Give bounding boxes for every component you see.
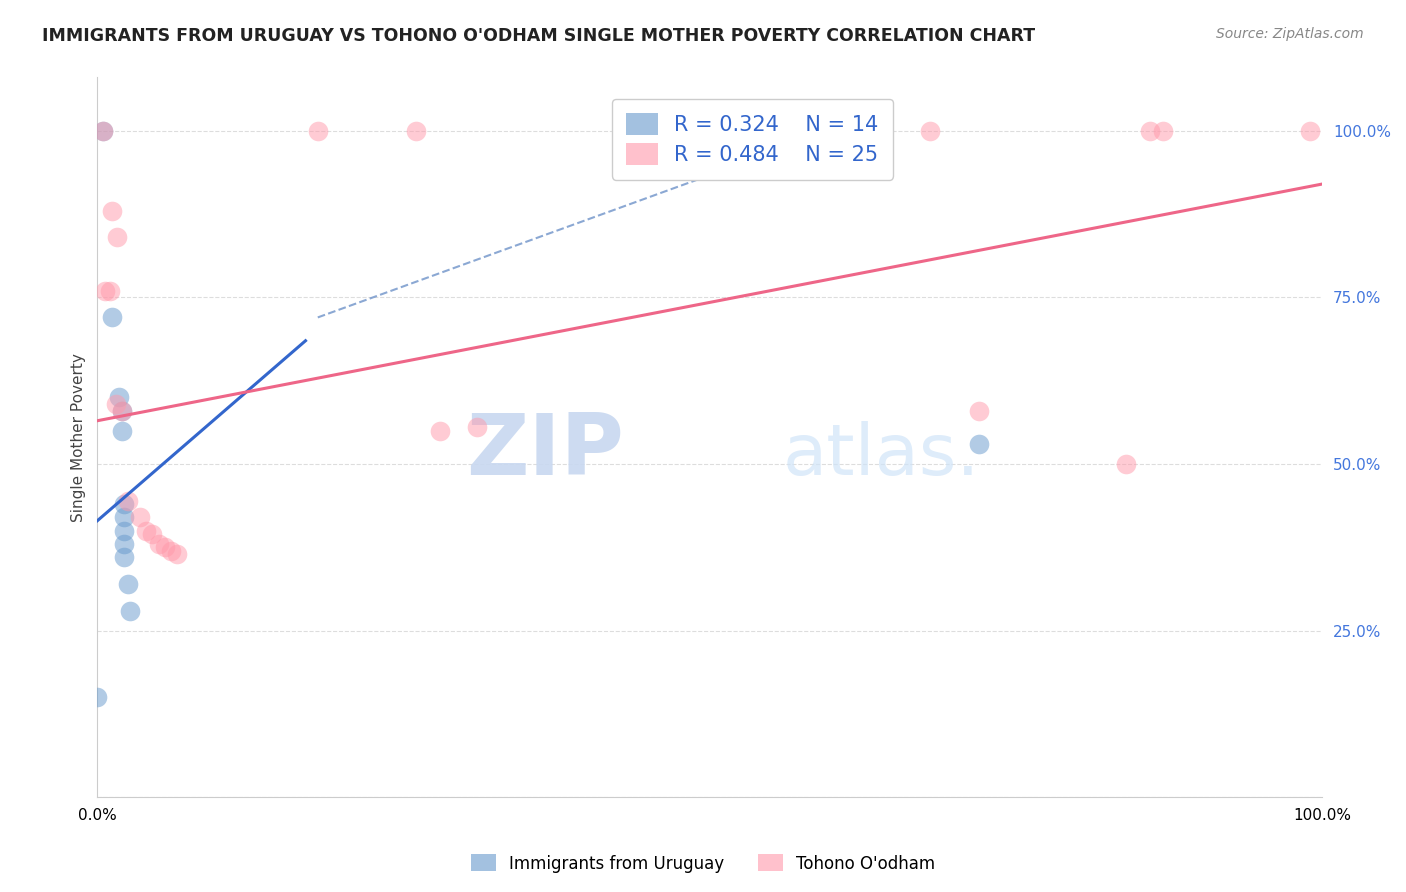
Point: [111, 403, 134, 417]
Point: [405, 124, 427, 138]
Point: [93, 124, 115, 138]
Text: IMMIGRANTS FROM URUGUAY VS TOHONO O'ODHAM SINGLE MOTHER POVERTY CORRELATION CHAR: IMMIGRANTS FROM URUGUAY VS TOHONO O'ODHA…: [42, 27, 1035, 45]
Point: [111, 424, 134, 438]
Y-axis label: Single Mother Poverty: Single Mother Poverty: [72, 353, 86, 522]
Point: [918, 124, 941, 138]
Point: [117, 493, 139, 508]
Point: [120, 604, 142, 618]
Text: ZIP: ZIP: [467, 410, 624, 493]
Point: [967, 437, 990, 451]
Point: [429, 424, 451, 438]
Point: [101, 203, 124, 218]
Point: [104, 397, 127, 411]
Point: [307, 124, 329, 138]
Point: [129, 510, 152, 524]
Point: [112, 510, 135, 524]
Point: [967, 403, 990, 417]
Point: [148, 537, 170, 551]
Point: [153, 541, 176, 555]
Point: [93, 124, 115, 138]
Point: [141, 527, 163, 541]
Point: [108, 391, 131, 405]
Point: [112, 524, 135, 538]
Point: [111, 403, 134, 417]
Point: [112, 537, 135, 551]
Point: [105, 230, 128, 244]
Point: [166, 547, 188, 561]
Point: [1139, 124, 1161, 138]
Point: [98, 284, 121, 298]
Text: atlas.: atlas.: [783, 421, 980, 490]
Text: Source: ZipAtlas.com: Source: ZipAtlas.com: [1216, 27, 1364, 41]
Point: [86, 690, 108, 705]
Point: [112, 497, 135, 511]
Point: [1152, 124, 1174, 138]
Point: [159, 543, 181, 558]
Point: [117, 577, 139, 591]
Point: [101, 310, 124, 325]
Point: [135, 524, 157, 538]
Point: [1298, 124, 1320, 138]
Point: [1115, 457, 1137, 471]
Point: [112, 550, 135, 565]
Legend: Immigrants from Uruguay, Tohono O'odham: Immigrants from Uruguay, Tohono O'odham: [464, 847, 942, 880]
Legend: R = 0.324    N = 14, R = 0.484    N = 25: R = 0.324 N = 14, R = 0.484 N = 25: [612, 99, 893, 179]
Point: [93, 284, 115, 298]
Point: [465, 420, 488, 434]
